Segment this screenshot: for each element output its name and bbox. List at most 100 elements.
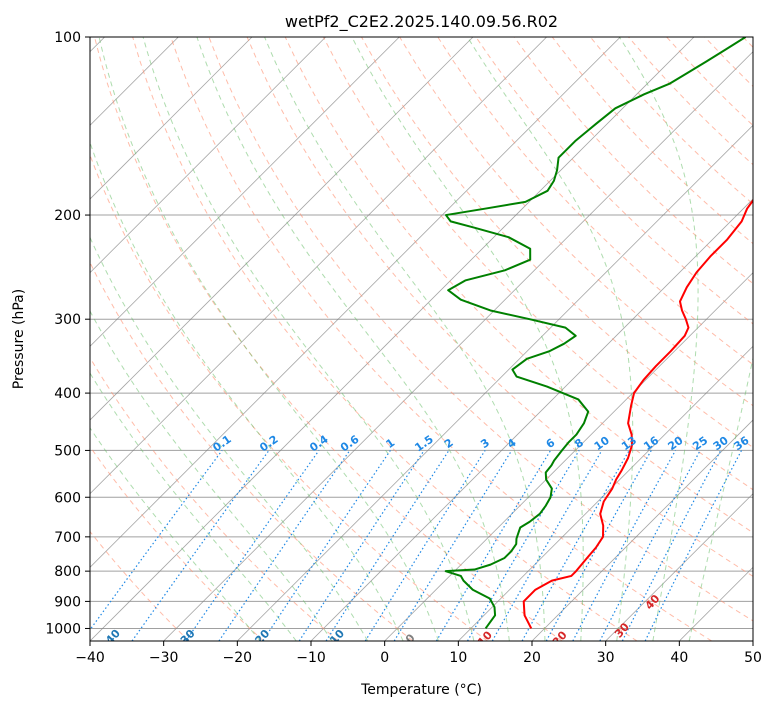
mixing-ratio-label: 0.1 <box>210 433 233 455</box>
mixing-ratio-label: 2 <box>442 436 456 451</box>
plot-frame <box>89 36 754 642</box>
data-series <box>444 37 753 630</box>
plot-area: 0.10.20.40.611.52346810131620253036-100-… <box>90 37 753 651</box>
y-tick-label: 1000 <box>45 621 81 637</box>
isotherm-line <box>605 493 753 641</box>
moist-adiabat-line <box>90 427 261 641</box>
y-tick-label: 300 <box>54 312 81 328</box>
mixing-ratio-line <box>218 450 351 641</box>
dry-adiabat-line <box>742 37 753 48</box>
y-tick-label: 700 <box>54 530 81 546</box>
isotherm-line <box>90 37 474 421</box>
dry-adiabat-line <box>704 37 753 88</box>
y-tick-label: 200 <box>54 208 81 224</box>
dewpoint-line <box>444 37 747 630</box>
isotherm-line <box>384 272 753 641</box>
x-tick-label: −30 <box>149 650 179 666</box>
x-tick-label: −20 <box>223 650 253 666</box>
x-tick-label: 0 <box>380 650 389 666</box>
mixing-ratio-line <box>131 450 270 641</box>
x-axis: −40 −30 −20 −10 0 10 20 30 40 50 <box>75 641 762 666</box>
dry-adiabat-line <box>475 37 753 325</box>
mixing-ratio-label: 3 <box>478 436 492 451</box>
chart-title: wetPf2_C2E2.2025.140.09.56.R02 <box>285 12 558 32</box>
y-tick-label: 100 <box>54 30 81 46</box>
moist-adiabat-line <box>98 37 439 641</box>
dry-adiabat-line <box>246 37 753 577</box>
mixing-ratio-line <box>298 450 425 641</box>
isotherm-line <box>163 51 753 641</box>
dry-adiabat-label: 40 <box>643 592 663 612</box>
moist-adiabat-line <box>688 355 753 641</box>
mixing-ratio-label: 0.6 <box>338 432 362 454</box>
dry-adiabat-line <box>513 37 753 285</box>
isotherm-line <box>90 37 400 347</box>
moist-adiabat-line <box>142 37 475 641</box>
mixing-ratio-label: 1 <box>384 436 398 451</box>
mixing-ratio-label: 1.5 <box>412 433 435 455</box>
dry-adiabat-line <box>361 37 753 449</box>
dry-adiabat-line <box>132 37 638 641</box>
moist-adiabat-line <box>90 236 369 641</box>
dry-adiabat-label: -40 <box>100 627 123 651</box>
dry-adiabat-line <box>90 530 190 641</box>
dry-adiabat-line <box>170 37 713 641</box>
background-lines <box>90 37 753 641</box>
dry-adiabat-label: 0 <box>403 631 418 646</box>
x-tick-label: 30 <box>597 650 615 666</box>
x-tick-label: 20 <box>523 650 541 666</box>
moist-adiabat-line <box>351 37 584 641</box>
x-tick-label: −40 <box>75 650 105 666</box>
isotherm-line <box>237 124 753 641</box>
dry-adiabat-label: 30 <box>612 620 632 640</box>
x-tick-label: −10 <box>296 650 326 666</box>
mixing-ratio-line <box>185 450 320 641</box>
mixing-ratio-line <box>572 450 677 641</box>
mixing-ratio-line <box>521 450 630 641</box>
isotherm-line <box>90 37 547 495</box>
dry-adiabat-line <box>90 356 339 641</box>
dry-adiabat-line <box>437 37 753 366</box>
isotherm-line <box>90 37 695 641</box>
x-tick-label: 40 <box>670 650 688 666</box>
y-tick-label: 400 <box>54 386 81 402</box>
dry-adiabat-label: -10 <box>324 627 347 651</box>
moist-adiabat-line <box>90 141 404 641</box>
dry-adiabat-label: 10 <box>475 628 495 648</box>
moist-adiabat-line <box>90 372 297 641</box>
y-tick-label: 600 <box>54 490 81 506</box>
dry-adiabat-line <box>551 37 753 245</box>
dry-adiabat-line <box>94 37 563 641</box>
mixing-ratio-label: 6 <box>544 436 558 451</box>
isoline-labels: 0.10.20.40.611.52346810131620253036-100-… <box>100 432 752 651</box>
mixing-ratio-line <box>393 450 513 641</box>
dry-adiabat-line <box>399 37 753 407</box>
moist-adiabat-line <box>264 37 546 641</box>
temperature-line <box>522 198 753 629</box>
x-tick-label: 10 <box>449 650 467 666</box>
mixing-ratio-line <box>599 450 701 641</box>
isotherm-line <box>90 37 621 568</box>
mixing-ratio-label: 0.4 <box>307 432 331 454</box>
y-tick-label: 800 <box>54 564 81 580</box>
y-tick-label: 900 <box>54 594 81 610</box>
y-axis-label: Pressure (hPa) <box>11 289 27 389</box>
moist-adiabat-line <box>618 37 699 641</box>
dry-adiabat-label: -30 <box>175 627 198 651</box>
dry-adiabat-line <box>90 445 264 641</box>
isotherm-line <box>752 640 753 641</box>
isotherm-line <box>90 37 253 200</box>
x-tick-label: 50 <box>744 650 762 666</box>
moist-adiabat-line <box>196 37 510 641</box>
mixing-ratio-line <box>90 450 223 631</box>
dry-adiabat-label: 20 <box>550 628 570 648</box>
mixing-ratio-line <box>435 450 552 641</box>
dry-adiabat-line <box>208 37 753 622</box>
isotherm-line <box>531 419 753 641</box>
mixing-ratio-label: 4 <box>505 436 519 451</box>
mixing-ratio-line <box>262 450 391 641</box>
y-tick-label: 500 <box>54 443 81 459</box>
mixing-ratio-line <box>545 450 652 641</box>
dry-adiabat-line <box>90 153 488 641</box>
